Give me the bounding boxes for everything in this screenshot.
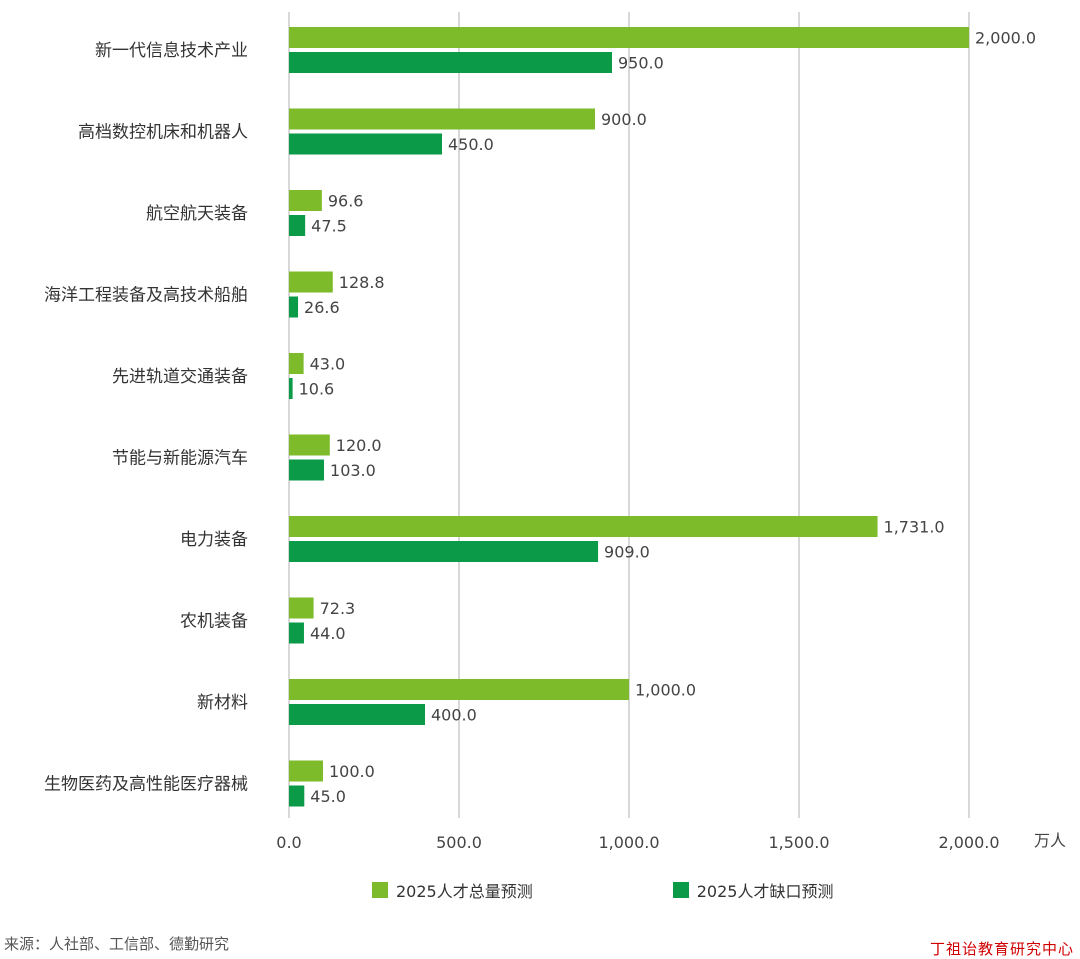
category-label: 海洋工程装备及高技术船舶 [44,286,248,306]
bar-gap [289,133,442,155]
legend-item-total: 2025人才总量预测 [372,878,533,902]
bar-total [289,434,330,456]
legend-label-gap: 2025人才缺口预测 [696,882,834,901]
bar-gap [289,378,293,399]
data-label: 128.8 [339,273,385,292]
category-label: 新一代信息技术产业 [95,41,248,61]
bar-gap [289,541,599,562]
legend: 2025人才总量预测 2025人才缺口预测 [372,878,833,902]
bar-total [289,516,878,537]
category-label: 生物医药及高性能医疗器械 [44,775,248,795]
data-label: 10.6 [299,380,335,399]
data-label: 1,731.0 [884,518,945,537]
bar-total [289,271,333,293]
x-tick-label: 1,500.0 [768,833,829,852]
data-label: 96.6 [328,192,364,211]
data-label: 909.0 [604,543,650,562]
category-label: 农机装备 [180,612,248,632]
data-label: 1,000.0 [635,681,696,700]
bar-total [289,353,304,374]
bar-gap [289,622,304,644]
bar-gap [289,296,299,318]
data-label: 100.0 [329,762,375,781]
bar-total [289,760,323,782]
data-label: 2,000.0 [975,29,1036,48]
x-axis-unit: 万人 [1034,831,1066,850]
data-label: 72.3 [320,599,356,618]
x-tick-label: 0.0 [276,833,301,852]
data-label: 900.0 [601,110,647,129]
bar-total [289,108,595,130]
data-label: 103.0 [330,461,376,480]
bar-total [289,27,969,48]
legend-swatch-total [372,882,388,898]
bar-gap [289,785,305,807]
legend-swatch-gap [672,882,689,898]
data-label: 950.0 [618,54,664,73]
source-note: 来源：人社部、工信部、德勤研究 [4,935,230,953]
bars [289,27,969,807]
bar-total [289,597,314,619]
bar-total [289,190,322,211]
category-label: 先进轨道交通装备 [112,367,248,387]
legend-item-gap: 2025人才缺口预测 [672,878,834,902]
category-label: 电力装备 [180,530,248,550]
data-label: 44.0 [310,624,346,643]
bar-gap [289,215,306,236]
data-label: 47.5 [311,217,347,236]
bar-gap [289,52,612,73]
data-label: 26.6 [304,298,340,317]
data-label: 45.0 [310,787,346,806]
category-label: 高档数控机床和机器人 [78,123,248,143]
category-label: 节能与新能源汽车 [112,449,248,469]
bar-chart: 0.0 500.0 1,000.0 1,500.0 2,000.0 新一代信息技术产业 2,… [44,12,1066,853]
category-label: 新材料 [197,693,248,713]
watermark: 丁祖诒教育研究中心 [929,940,1074,958]
legend-label-total: 2025人才总量预测 [396,882,533,901]
category-label: 航空航天装备 [146,204,248,224]
x-tick-label: 2,000.0 [938,833,999,852]
data-label: 43.0 [310,355,346,374]
bar-total [289,679,629,700]
labels: 0.0 500.0 1,000.0 1,500.0 2,000.0 新一代信息技术产业 2,… [44,29,1036,853]
x-tick-label: 1,000.0 [598,833,659,852]
data-label: 400.0 [431,706,477,725]
bar-gap [289,459,325,481]
data-label: 120.0 [336,436,382,455]
bar-gap [289,704,425,725]
x-tick-label: 500.0 [436,833,482,852]
data-label: 450.0 [448,135,494,154]
